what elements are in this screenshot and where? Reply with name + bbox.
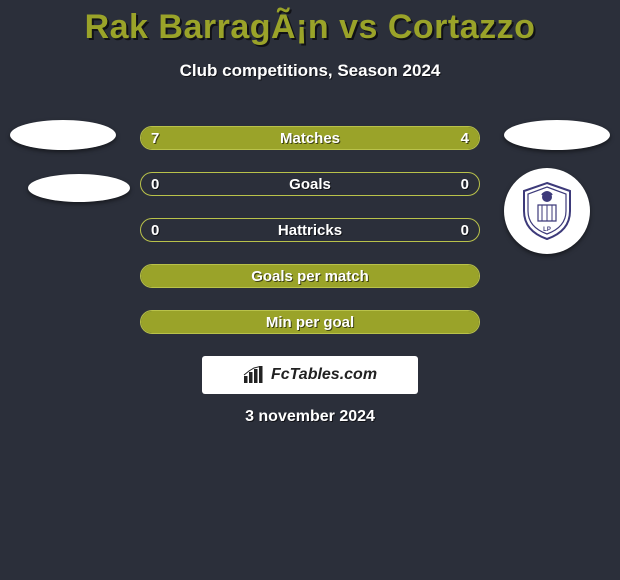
- stat-row: Min per goal: [140, 310, 480, 334]
- branding-text: FcTables.com: [271, 366, 377, 384]
- stat-label: Goals per match: [251, 268, 369, 285]
- stat-row: Goals per match: [140, 264, 480, 288]
- left-badge-1: [10, 120, 116, 150]
- stats-bars: 7 4 Matches 0 0 Goals 0 0 Hattricks Goals per mat…: [140, 126, 480, 356]
- stat-value-left: 0: [151, 176, 159, 193]
- svg-text:LP: LP: [543, 227, 551, 233]
- left-team-badges: [10, 120, 130, 202]
- stat-label: Min per goal: [266, 314, 354, 331]
- stat-value-right: 4: [461, 130, 469, 147]
- stat-value-left: 0: [151, 222, 159, 239]
- stat-label: Hattricks: [278, 222, 342, 239]
- right-badge-1: [504, 120, 610, 150]
- date-text: 3 november 2024: [0, 408, 620, 426]
- stat-row: 0 0 Hattricks: [140, 218, 480, 242]
- page-title: Rak BarragÃ¡n vs Cortazzo: [0, 0, 620, 47]
- comparison-card: Rak BarragÃ¡n vs Cortazzo Club competiti…: [0, 0, 620, 580]
- right-club-crest: LP: [504, 168, 590, 254]
- stat-label: Matches: [280, 130, 340, 147]
- stat-row: 7 4 Matches: [140, 126, 480, 150]
- stat-row: 0 0 Goals: [140, 172, 480, 196]
- bar-chart-icon: [243, 366, 265, 384]
- stat-value-left: 7: [151, 130, 159, 147]
- stat-label: Goals: [289, 176, 331, 193]
- right-team-badges: LP: [504, 120, 610, 254]
- shield-icon: LP: [520, 181, 574, 241]
- stat-value-right: 0: [461, 176, 469, 193]
- stat-value-right: 0: [461, 222, 469, 239]
- left-badge-2: [28, 174, 130, 202]
- page-subtitle: Club competitions, Season 2024: [0, 61, 620, 81]
- branding-box: FcTables.com: [202, 356, 418, 394]
